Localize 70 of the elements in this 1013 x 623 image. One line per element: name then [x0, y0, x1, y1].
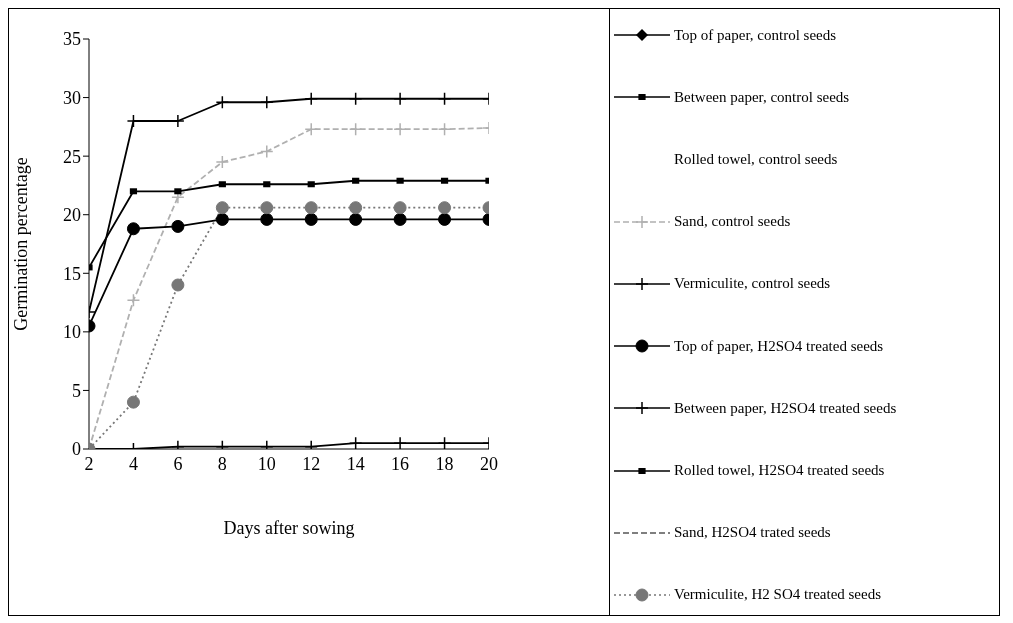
point [349, 212, 363, 226]
point [215, 95, 230, 110]
x-tick-label: 4 [128, 453, 138, 474]
point [304, 201, 318, 215]
x-tick-label: 8 [217, 453, 227, 474]
x-tick-label: 20 [480, 453, 498, 474]
x-axis-title: Days after sowing [223, 518, 355, 538]
point [307, 181, 315, 188]
legend-label: Vermiculite, control seeds [674, 275, 831, 293]
legend-label: Rolled towel, H2SO4 treated seeds [674, 462, 885, 480]
point [174, 188, 182, 195]
point [438, 212, 452, 226]
y-tick-label: 35 [63, 29, 81, 50]
point [437, 122, 452, 136]
point [348, 122, 363, 136]
x-tick-label: 14 [346, 453, 365, 474]
point [437, 436, 452, 449]
point [126, 395, 140, 409]
point [260, 95, 274, 110]
point [393, 122, 407, 136]
y-tick-label: 20 [63, 205, 81, 226]
y-tick-label: 25 [63, 146, 81, 167]
point [260, 212, 274, 226]
x-tick-label: 16 [391, 453, 410, 474]
point [171, 278, 185, 292]
point [215, 201, 229, 215]
point [438, 201, 452, 215]
legend-label: Sand, H2SO4 trated seeds [674, 524, 831, 542]
point [304, 212, 318, 226]
point [126, 293, 141, 307]
y-tick-label: 10 [63, 322, 81, 343]
x-tick-label: 18 [435, 453, 454, 474]
point [393, 91, 407, 106]
point [440, 177, 449, 184]
y-tick-label: 15 [63, 263, 81, 284]
y-axis-title: Germination percentage [11, 157, 32, 331]
point [260, 144, 274, 159]
text: Rolled towel, control seeds [674, 150, 838, 168]
point [263, 181, 271, 188]
point [352, 177, 360, 184]
point [437, 91, 452, 106]
point [349, 201, 363, 215]
point [171, 219, 185, 233]
point [304, 91, 318, 106]
x-tick-label: 10 [257, 453, 276, 474]
x-tick-label: 6 [173, 453, 183, 474]
x-tick-label: 2 [84, 453, 94, 474]
point [393, 436, 407, 449]
y-tick-label: 5 [72, 380, 81, 401]
point [126, 222, 140, 236]
legend-label: Sand, control seeds [674, 213, 791, 231]
point [393, 201, 407, 215]
point [129, 188, 138, 195]
point [215, 155, 230, 169]
legend-label: Top of paper, H2SO4 treated seeds [674, 337, 884, 355]
point [396, 177, 404, 184]
legend-label: Between paper, control seeds [674, 88, 850, 106]
legend-label: Between paper, H2SO4 treated seeds [674, 399, 897, 417]
point [304, 122, 318, 136]
legend-label: Vermiculite, H2 SO4 treated seeds [674, 586, 882, 604]
point [348, 91, 363, 106]
legend-label: Top of paper, control seeds [674, 26, 837, 44]
point [215, 212, 229, 226]
point [348, 436, 363, 449]
x-tick-label: 12 [302, 453, 321, 474]
point [393, 212, 407, 226]
point [260, 201, 274, 215]
y-tick-label: 30 [63, 87, 81, 108]
y-tick-label: 0 [72, 439, 81, 460]
point [218, 181, 226, 188]
